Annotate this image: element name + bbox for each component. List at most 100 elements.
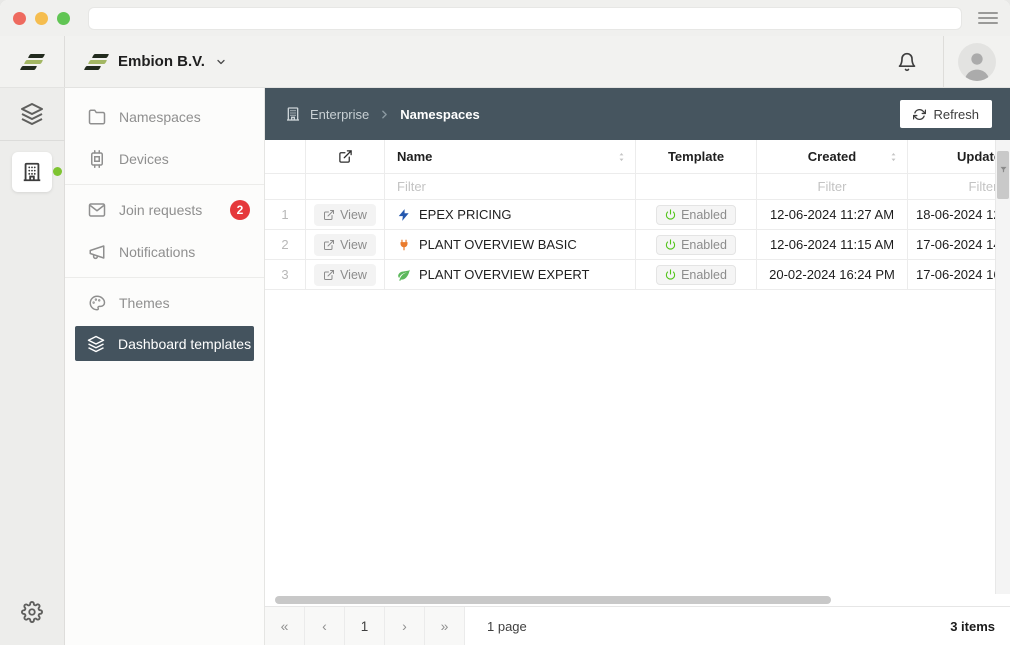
breadcrumb: Enterprise Namespaces Refresh bbox=[265, 88, 1010, 140]
main-content: Enterprise Namespaces Refresh Name bbox=[265, 88, 1010, 645]
name-filter-input[interactable] bbox=[397, 174, 635, 199]
horizontal-scrollbar-thumb[interactable] bbox=[275, 596, 831, 604]
sidebar-item-label: Namespaces bbox=[119, 109, 201, 125]
megaphone-icon bbox=[89, 245, 105, 260]
header-view bbox=[306, 140, 385, 174]
breadcrumb-current: Namespaces bbox=[400, 106, 480, 122]
breadcrumb-enterprise[interactable]: Enterprise bbox=[310, 106, 370, 122]
external-link-icon bbox=[324, 239, 335, 250]
status-badge: Enabled bbox=[656, 264, 736, 285]
status-badge: Enabled bbox=[656, 234, 736, 255]
sort-icon[interactable] bbox=[887, 150, 900, 163]
sidebar-item-label: Devices bbox=[119, 151, 169, 167]
first-page-button[interactable]: « bbox=[265, 607, 305, 645]
header-row-number bbox=[265, 140, 306, 174]
view-label: View bbox=[340, 207, 367, 222]
user-menu-button[interactable] bbox=[944, 36, 1010, 87]
rail-item-enterprise[interactable] bbox=[12, 152, 52, 192]
join-requests-badge: 2 bbox=[230, 200, 250, 220]
sidebar-item-join-requests[interactable]: Join requests 2 bbox=[65, 189, 264, 231]
sidebar-item-label: Themes bbox=[119, 295, 170, 311]
view-button[interactable]: View bbox=[314, 233, 376, 256]
header-name-label: Name bbox=[397, 149, 433, 164]
row-number: 1 bbox=[265, 200, 306, 230]
minimize-window-button[interactable] bbox=[35, 11, 48, 25]
rail-item-templates[interactable] bbox=[20, 102, 44, 126]
sidebar-item-themes[interactable]: Themes bbox=[65, 282, 264, 324]
chevron-down-icon bbox=[217, 59, 225, 64]
notifications-bell-button[interactable] bbox=[897, 36, 917, 87]
view-label: View bbox=[340, 237, 367, 252]
address-bar[interactable] bbox=[88, 6, 962, 30]
sidebar-divider bbox=[65, 277, 264, 278]
last-page-button[interactable]: » bbox=[425, 607, 465, 645]
sidebar-item-dashboard-templates[interactable]: Dashboard templates bbox=[75, 326, 254, 361]
header-divider bbox=[943, 36, 944, 87]
view-button[interactable]: View bbox=[314, 263, 376, 286]
updated-date: 18-06-2024 12: bbox=[908, 200, 1010, 230]
filter-funnel-icon bbox=[1000, 166, 1006, 173]
view-button[interactable]: View bbox=[314, 203, 376, 226]
icon-rail bbox=[0, 88, 65, 645]
namespace-name: EPEX PRICING bbox=[419, 207, 512, 222]
filter-created-cell bbox=[757, 174, 908, 200]
filter-updated-cell bbox=[908, 174, 1010, 200]
refresh-label: Refresh bbox=[933, 106, 979, 122]
updated-filter-input[interactable] bbox=[908, 174, 1010, 199]
sort-icon[interactable] bbox=[615, 150, 628, 163]
bolt-icon bbox=[398, 208, 409, 221]
power-icon bbox=[665, 269, 676, 280]
layers-icon bbox=[87, 335, 105, 352]
items-count-label: 3 items bbox=[950, 618, 995, 634]
external-link-icon bbox=[338, 150, 352, 163]
leaf-icon bbox=[398, 269, 410, 281]
table-filter-row bbox=[265, 174, 1010, 200]
status-label: Enabled bbox=[681, 237, 727, 252]
created-filter-input[interactable] bbox=[757, 174, 907, 199]
sidebar-item-label: Notifications bbox=[119, 244, 196, 260]
created-date: 20-02-2024 16:24 PM bbox=[757, 260, 908, 290]
sidebar-item-namespaces[interactable]: Namespaces bbox=[65, 96, 264, 138]
header-updated[interactable]: Updated bbox=[908, 140, 1010, 174]
vertical-scrollbar-thumb[interactable] bbox=[997, 151, 1009, 199]
sidebar-item-devices[interactable]: Devices bbox=[65, 138, 264, 180]
layers-icon bbox=[21, 103, 43, 125]
embion-logo-icon bbox=[83, 53, 110, 70]
header-created[interactable]: Created bbox=[757, 140, 908, 174]
sidebar-item-notifications[interactable]: Notifications bbox=[65, 231, 264, 273]
view-label: View bbox=[340, 267, 367, 282]
horizontal-scrollbar bbox=[265, 594, 1010, 606]
window-controls bbox=[13, 11, 70, 25]
chevron-right-icon bbox=[382, 110, 388, 118]
online-status-dot bbox=[53, 167, 62, 176]
external-link-icon bbox=[324, 209, 335, 220]
maximize-window-button[interactable] bbox=[57, 11, 70, 25]
org-switcher[interactable]: Embion B.V. bbox=[65, 36, 247, 87]
folder-icon bbox=[88, 109, 106, 125]
browser-chrome bbox=[0, 0, 1010, 36]
building-icon bbox=[286, 107, 300, 121]
table-header-row: Name Template Created Updated bbox=[265, 140, 1010, 174]
avatar bbox=[958, 42, 996, 81]
power-icon bbox=[665, 209, 676, 220]
refresh-button[interactable]: Refresh bbox=[900, 100, 992, 128]
namespace-name: PLANT OVERVIEW EXPERT bbox=[419, 267, 590, 282]
header-name[interactable]: Name bbox=[385, 140, 636, 174]
plug-icon bbox=[400, 239, 408, 250]
current-page-button[interactable]: 1 bbox=[345, 607, 385, 645]
vertical-scrollbar bbox=[995, 140, 1010, 594]
close-window-button[interactable] bbox=[13, 11, 26, 25]
sidebar: Namespaces Devices Join requests 2 Notif… bbox=[65, 88, 265, 645]
created-date: 12-06-2024 11:27 AM bbox=[757, 200, 908, 230]
org-name: Embion B.V. bbox=[118, 53, 205, 70]
next-page-button[interactable]: › bbox=[385, 607, 425, 645]
palette-icon bbox=[89, 295, 106, 311]
table-row: 3 View PLANT OVERVIEW EXPERT bbox=[265, 260, 1010, 290]
settings-button[interactable] bbox=[21, 601, 43, 623]
filter-name-cell bbox=[385, 174, 636, 200]
previous-page-button[interactable]: ‹ bbox=[305, 607, 345, 645]
menu-icon[interactable] bbox=[978, 12, 998, 24]
envelope-icon bbox=[88, 203, 106, 217]
table-row: 2 View PLANT OVERVIEW BASIC bbox=[265, 230, 1010, 260]
